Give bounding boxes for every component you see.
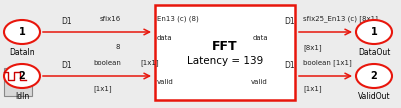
Ellipse shape	[4, 20, 40, 44]
Ellipse shape	[4, 64, 40, 88]
Text: 1: 1	[370, 27, 377, 37]
Text: valid: valid	[157, 79, 173, 85]
Text: sfix25_En13 (c) [8x1]: sfix25_En13 (c) [8x1]	[302, 15, 377, 22]
Text: FFT: FFT	[212, 40, 237, 53]
Text: DataIn: DataIn	[9, 48, 35, 57]
Text: D1: D1	[61, 17, 72, 26]
Text: 8: 8	[115, 44, 120, 50]
Bar	[4, 68, 32, 96]
Text: [1x1]: [1x1]	[302, 85, 321, 92]
Text: sfix16: sfix16	[100, 16, 121, 22]
Text: ValidOut: ValidOut	[357, 92, 389, 101]
Text: 2: 2	[370, 71, 377, 81]
Text: boolean: boolean	[93, 60, 121, 66]
Ellipse shape	[355, 20, 391, 44]
Text: Latency = 139: Latency = 139	[186, 56, 263, 65]
Text: [1x1]: [1x1]	[140, 59, 158, 66]
Text: boolean [1x1]: boolean [1x1]	[302, 59, 351, 66]
Text: En13 (c) (8): En13 (c) (8)	[157, 16, 198, 22]
Text: valid: valid	[251, 79, 267, 85]
Text: data: data	[252, 35, 267, 41]
Text: D1: D1	[61, 61, 72, 70]
Text: 2: 2	[18, 71, 25, 81]
Bar	[155, 5, 294, 100]
Text: [1x1]: [1x1]	[93, 85, 111, 92]
Text: [8x1]: [8x1]	[302, 44, 321, 51]
Ellipse shape	[355, 64, 391, 88]
Text: D1: D1	[284, 61, 295, 70]
Text: data: data	[157, 35, 172, 41]
Text: 1: 1	[18, 27, 25, 37]
Text: ldln: ldln	[15, 92, 29, 101]
Text: DataOut: DataOut	[357, 48, 389, 57]
Text: D1: D1	[284, 17, 295, 26]
